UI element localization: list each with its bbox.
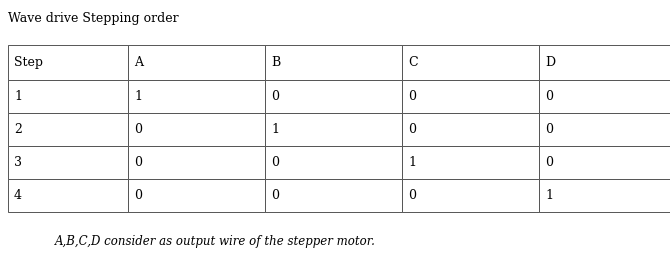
Text: 1: 1 bbox=[14, 90, 22, 103]
Bar bbox=[539, 80, 670, 113]
Text: 0: 0 bbox=[408, 189, 416, 202]
Bar bbox=[8, 80, 128, 113]
Bar bbox=[128, 146, 265, 179]
Bar bbox=[128, 179, 265, 212]
Bar bbox=[402, 179, 539, 212]
Bar bbox=[402, 80, 539, 113]
Bar bbox=[128, 45, 265, 80]
Text: 1: 1 bbox=[408, 156, 416, 169]
Text: 0: 0 bbox=[408, 123, 416, 136]
Text: 1: 1 bbox=[134, 90, 142, 103]
Text: A,B,C,D consider as output wire of the stepper motor.: A,B,C,D consider as output wire of the s… bbox=[55, 235, 376, 248]
Bar bbox=[265, 45, 402, 80]
Bar bbox=[265, 80, 402, 113]
Bar bbox=[402, 146, 539, 179]
Text: 0: 0 bbox=[408, 90, 416, 103]
Text: C: C bbox=[408, 56, 417, 69]
Text: 0: 0 bbox=[545, 123, 553, 136]
Bar bbox=[539, 45, 670, 80]
Text: A: A bbox=[134, 56, 143, 69]
Bar bbox=[265, 179, 402, 212]
Text: D: D bbox=[545, 56, 555, 69]
Text: 1: 1 bbox=[271, 123, 279, 136]
Bar bbox=[265, 113, 402, 146]
Bar bbox=[539, 179, 670, 212]
Text: 0: 0 bbox=[134, 156, 142, 169]
Text: 1: 1 bbox=[545, 189, 553, 202]
Bar bbox=[402, 45, 539, 80]
Bar bbox=[8, 146, 128, 179]
Bar bbox=[539, 146, 670, 179]
Text: 2: 2 bbox=[14, 123, 22, 136]
Text: B: B bbox=[271, 56, 280, 69]
Bar bbox=[539, 113, 670, 146]
Bar bbox=[128, 113, 265, 146]
Bar bbox=[8, 179, 128, 212]
Text: 0: 0 bbox=[545, 156, 553, 169]
Text: 0: 0 bbox=[271, 90, 279, 103]
Bar bbox=[265, 146, 402, 179]
Text: 0: 0 bbox=[271, 189, 279, 202]
Bar bbox=[8, 113, 128, 146]
Text: 4: 4 bbox=[14, 189, 22, 202]
Text: 0: 0 bbox=[545, 90, 553, 103]
Text: 3: 3 bbox=[14, 156, 22, 169]
Text: Wave drive Stepping order: Wave drive Stepping order bbox=[8, 12, 179, 25]
Bar bbox=[402, 113, 539, 146]
Text: 0: 0 bbox=[134, 189, 142, 202]
Bar bbox=[128, 80, 265, 113]
Text: Step: Step bbox=[14, 56, 43, 69]
Text: 0: 0 bbox=[134, 123, 142, 136]
Text: 0: 0 bbox=[271, 156, 279, 169]
Bar bbox=[8, 45, 128, 80]
